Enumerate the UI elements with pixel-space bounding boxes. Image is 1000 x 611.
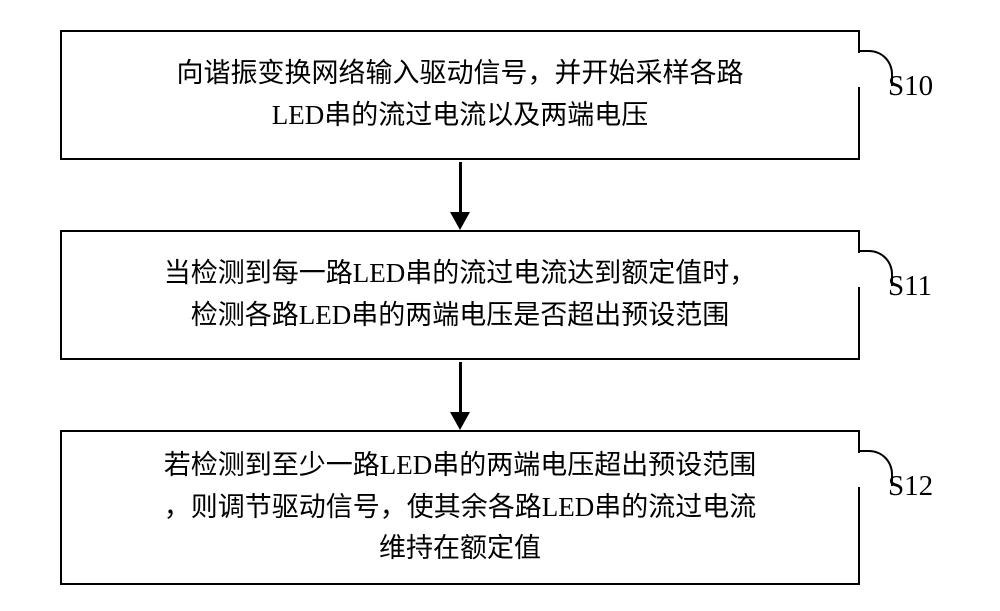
step-label-text-s12: S12 <box>888 470 933 502</box>
step-text-s11: 当检测到每一路LED串的流过电流达到额定值时， 检测各路LED串的两端电压是否超… <box>82 253 838 337</box>
connector-mask-s10 <box>858 53 864 87</box>
step-box-s11: 当检测到每一路LED串的流过电流达到额定值时， 检测各路LED串的两端电压是否超… <box>60 230 860 360</box>
connector-mask-s12 <box>858 453 864 487</box>
flowchart-canvas: 向谐振变换网络输入驱动信号，并开始采样各路 LED串的流过电流以及两端电压 S1… <box>0 0 1000 611</box>
connector-mask-s11 <box>858 253 864 287</box>
step-s12-line3: 维持在额定值 <box>379 533 541 563</box>
step-s10-line1: 向谐振变换网络输入驱动信号，并开始采样各路 <box>177 58 744 88</box>
step-s11-line1: 当检测到每一路LED串的流过电流达到额定值时， <box>164 258 756 288</box>
arrow-head-1 <box>450 212 470 230</box>
step-s11-line2: 检测各路LED串的两端电压是否超出预设范围 <box>191 300 729 330</box>
step-s10-line2: LED串的流过电流以及两端电压 <box>272 100 648 130</box>
step-box-s10: 向谐振变换网络输入驱动信号，并开始采样各路 LED串的流过电流以及两端电压 <box>60 30 860 160</box>
step-s12-line1: 若检测到至少一路LED串的两端电压超出预设范围 <box>164 450 756 480</box>
arrow-head-2 <box>450 412 470 430</box>
arrow-line-2 <box>459 362 462 412</box>
arrow-line-1 <box>459 162 462 212</box>
step-text-s10: 向谐振变换网络输入驱动信号，并开始采样各路 LED串的流过电流以及两端电压 <box>82 53 838 137</box>
step-box-s12: 若检测到至少一路LED串的两端电压超出预设范围 ，则调节驱动信号，使其余各路LE… <box>60 430 860 585</box>
step-label-s10: S10 <box>888 70 933 103</box>
step-label-s11: S11 <box>888 270 932 303</box>
step-text-s12: 若检测到至少一路LED串的两端电压超出预设范围 ，则调节驱动信号，使其余各路LE… <box>82 445 838 571</box>
step-label-text-s11: S11 <box>888 270 932 302</box>
step-s12-line2: ，则调节驱动信号，使其余各路LED串的流过电流 <box>164 492 756 522</box>
step-label-s12: S12 <box>888 470 933 503</box>
step-label-text-s10: S10 <box>888 70 933 102</box>
